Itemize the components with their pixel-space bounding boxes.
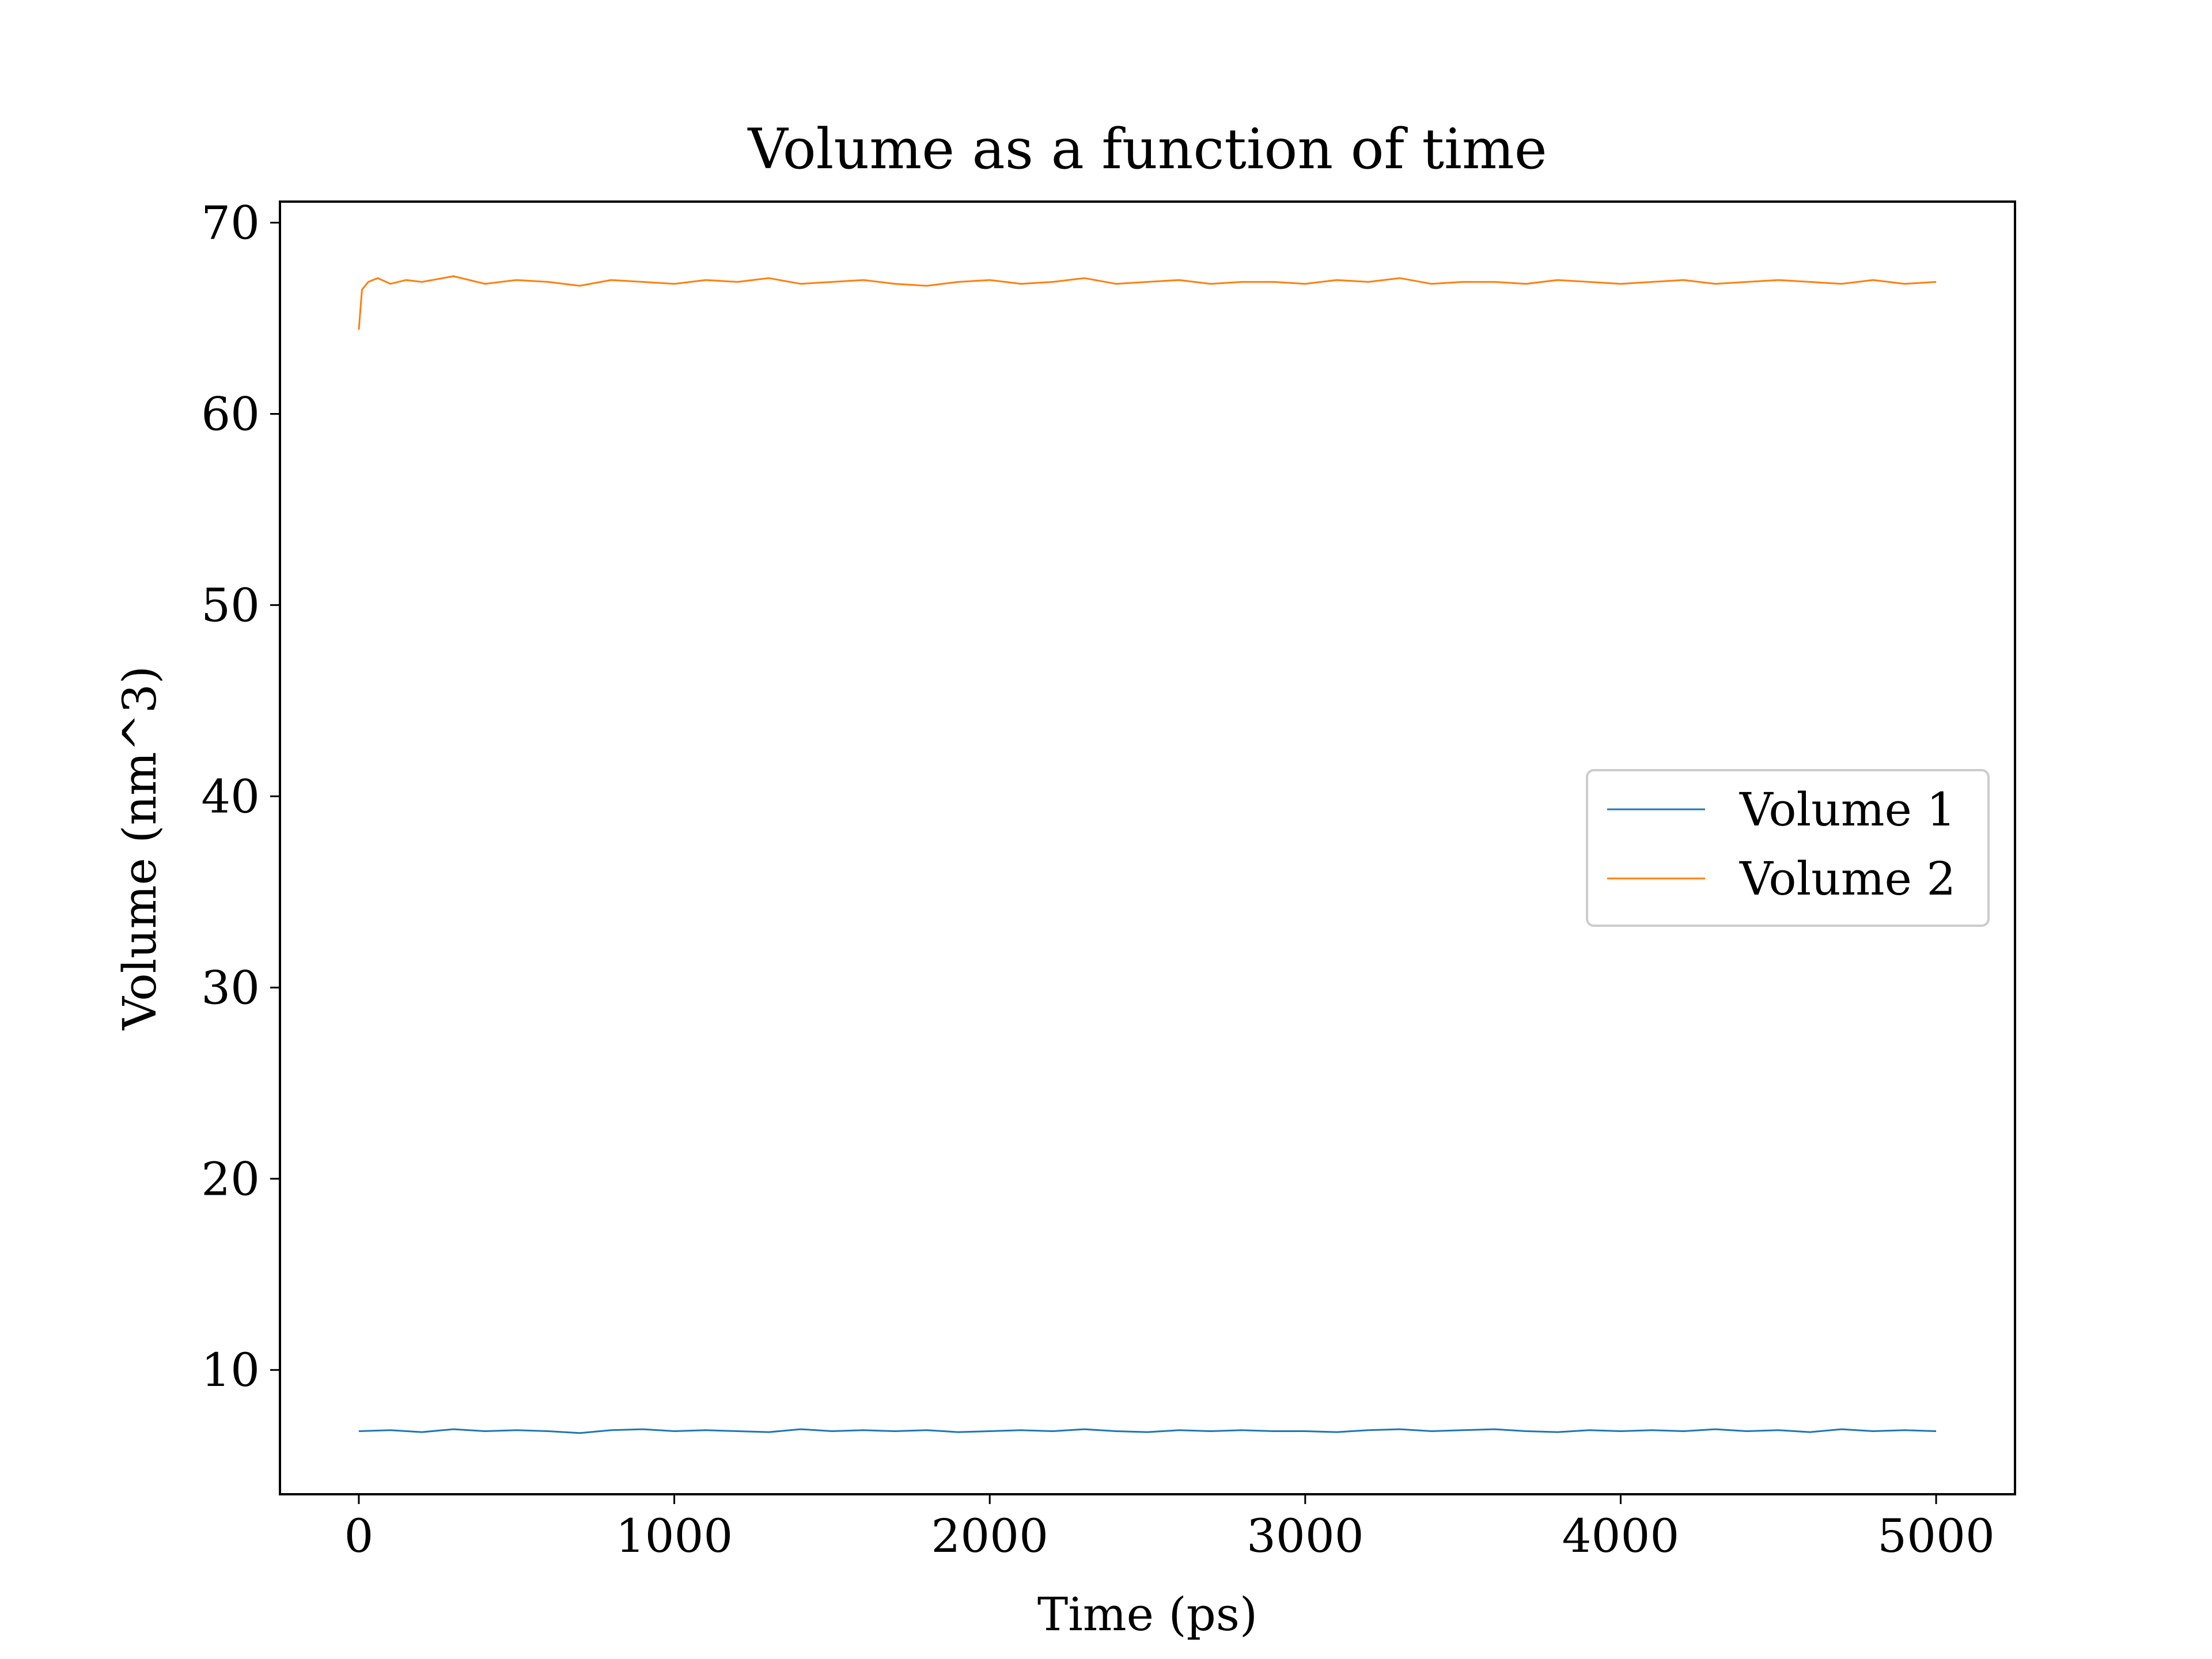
y-tick-label: 70: [201, 196, 260, 250]
chart-title: Volume as a function of time: [747, 117, 1547, 181]
plot-frame: [279, 200, 2016, 1495]
x-tick-label: 0: [344, 1509, 373, 1563]
y-axis-label: Volume (nm^3): [113, 666, 166, 1031]
x-tick-label: 5000: [1877, 1509, 1995, 1563]
legend-label-volume-1: Volume 1: [1739, 783, 1956, 836]
y-tick-label: 30: [201, 961, 260, 1014]
legend: Volume 1 Volume 2: [1586, 769, 1990, 927]
plot-series-group: [358, 275, 1937, 1434]
legend-label-volume-2: Volume 2: [1739, 852, 1956, 906]
series-line-1: [358, 1428, 1937, 1434]
x-tick-label: 2000: [931, 1509, 1048, 1563]
y-tick-label: 20: [201, 1152, 260, 1206]
x-tick-label: 4000: [1562, 1509, 1680, 1563]
x-tick-label: 3000: [1247, 1509, 1364, 1563]
x-axis-ticks: 0 1000 2000 3000 4000 5000: [344, 1494, 1995, 1563]
y-axis-ticks: 10 20 30 40 50 60 70: [201, 196, 280, 1397]
y-tick-label: 60: [201, 387, 260, 441]
y-tick-label: 10: [201, 1343, 260, 1397]
series-line-2: [358, 275, 1937, 330]
y-tick-label: 40: [201, 770, 260, 823]
x-axis-label: Time (ps): [1037, 1588, 1257, 1641]
x-tick-label: 1000: [616, 1509, 733, 1563]
y-tick-label: 50: [201, 578, 260, 632]
